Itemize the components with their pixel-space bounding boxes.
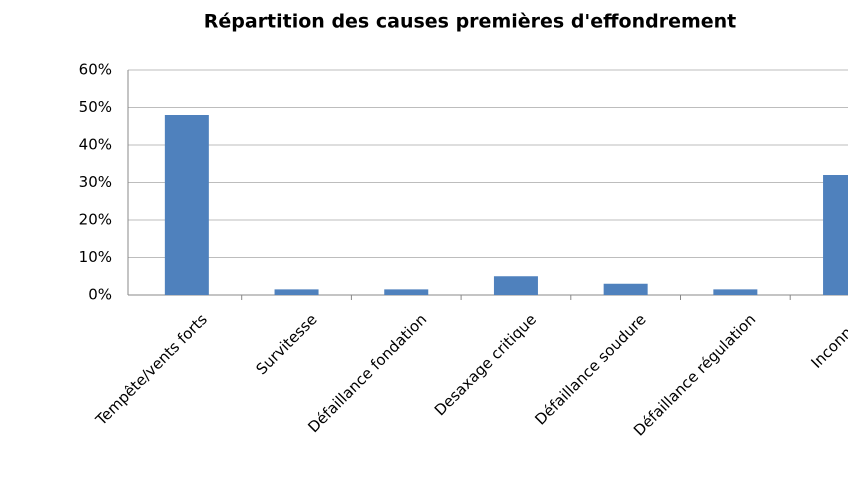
y-tick-label: 10%: [79, 248, 112, 266]
x-tick-label: Desaxage critique: [431, 310, 540, 419]
x-tick-label: Défaillance régulation: [630, 310, 759, 439]
y-tick-label: 0%: [88, 286, 112, 304]
x-tick-label: Tempête/vents forts: [92, 310, 211, 429]
y-tick-label: 50%: [79, 98, 112, 116]
bar: [493, 276, 538, 295]
chart-title: Répartition des causes premières d'effon…: [204, 11, 737, 33]
x-tick-label: Défaillance soudure: [531, 310, 649, 428]
y-tick-label: 40%: [79, 136, 112, 154]
y-tick-label: 30%: [79, 173, 112, 191]
bar: [274, 289, 319, 295]
bar: [603, 283, 648, 295]
x-tick-label: Survitesse: [253, 310, 321, 378]
x-tick-label: Inconnue: [807, 310, 848, 372]
bar: [164, 115, 209, 295]
x-tick-label: Défaillance fondation: [304, 310, 430, 436]
bar: [823, 175, 848, 295]
bar: [384, 289, 429, 295]
bar: [713, 289, 758, 295]
y-tick-label: 60%: [79, 61, 112, 79]
y-tick-label: 20%: [79, 211, 112, 229]
